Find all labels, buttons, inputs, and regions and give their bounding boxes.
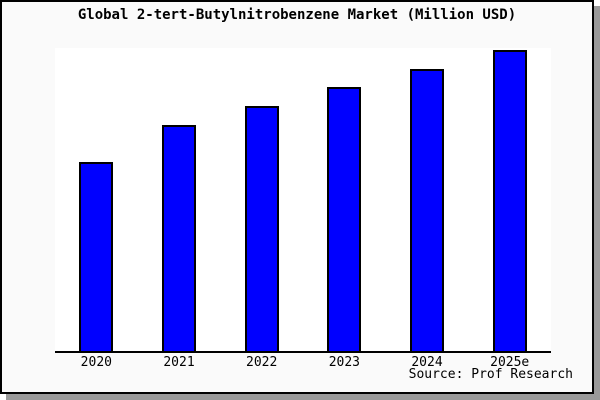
bar-cell-2023: [303, 48, 386, 351]
chart-frame: Global 2-tert-Butylnitrobenzene Market (…: [0, 0, 594, 394]
x-tick-label-2023: 2023: [328, 355, 360, 370]
x-tick-label-2020: 2020: [80, 355, 112, 370]
source-text: Source: Prof Research: [408, 367, 573, 382]
bar-cell-2020: [55, 48, 138, 351]
bar-2023: [327, 87, 362, 351]
x-axis-labels: 2020 2021 2022 2023 2024 2025e: [55, 355, 551, 370]
x-tick-label-2022: 2022: [246, 355, 278, 370]
bar-2021: [162, 125, 196, 351]
drop-shadow-bottom: [6, 394, 600, 400]
x-tick-label-2021: 2021: [163, 355, 195, 370]
x-tick-label-2024: 2024: [411, 355, 443, 370]
chart-title: Global 2-tert-Butylnitrobenzene Market (…: [77, 7, 517, 23]
bars-row: [55, 48, 551, 351]
bar-2020: [79, 162, 114, 351]
bar-cell-2024: [386, 48, 469, 351]
bar-cell-2022: [220, 48, 303, 351]
bar-2025e: [492, 50, 527, 351]
bar-2024: [410, 69, 445, 351]
drop-shadow-right: [594, 6, 600, 400]
bar-cell-2025e: [468, 48, 551, 351]
plot-area: [55, 48, 551, 353]
x-tick-label-2025e: 2025e: [490, 355, 530, 370]
bar-cell-2021: [138, 48, 221, 351]
bar-2022: [244, 106, 279, 351]
